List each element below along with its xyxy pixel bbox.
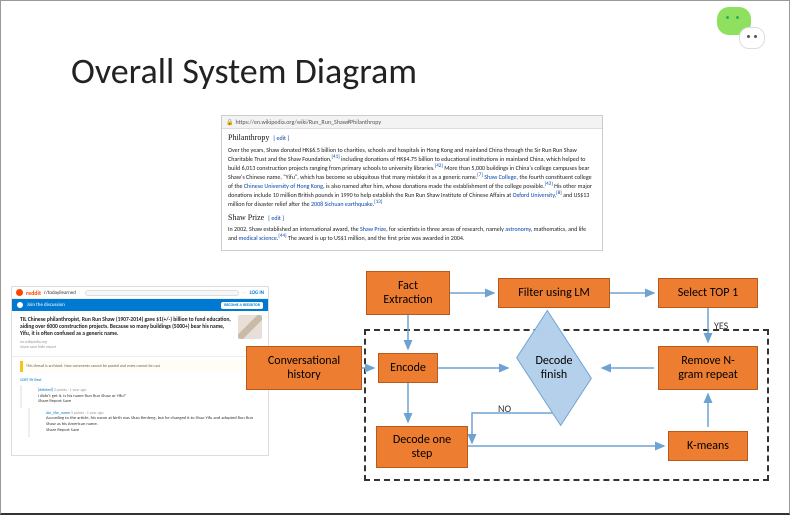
reddit-post-meta: share save hide report	[20, 345, 260, 350]
node-fact-extraction: FactExtraction	[366, 271, 450, 315]
edge-label-yes: YES	[714, 319, 728, 332]
reddit-logo-icon	[16, 289, 23, 296]
reddit-become-btn: BECOME A REDDITOR	[221, 302, 263, 309]
node-decode-one-step: Decode onestep	[376, 426, 468, 468]
wiki-edit-2: [ edit ]	[268, 214, 284, 222]
node-select-top1: Select TOP 1	[658, 278, 758, 308]
reddit-post-title: TIL Chinese philanthropist, Run Run Shaw…	[20, 317, 260, 338]
reddit-comment: [deleted] 5 points · 1 year ago I didn't…	[20, 385, 268, 408]
wiki-edit-1: [ edit ]	[273, 134, 289, 142]
reddit-subreddit: r/todayilearned	[44, 290, 76, 296]
reddit-snippet: reddit r/todayilearned ⋯ LOG IN Join the…	[11, 286, 269, 456]
wiki-heading-1: Philanthropy	[228, 133, 269, 142]
wechat-icon	[717, 7, 765, 51]
reddit-logo-text: reddit	[26, 289, 41, 297]
node-decode-finish: Decodefinish	[504, 337, 604, 399]
wiki-heading-2: Shaw Prize	[228, 213, 264, 222]
wiki-para-2: In 2002, Shaw established an internation…	[228, 225, 596, 242]
reddit-post: TIL Chinese philanthropist, Run Run Shaw…	[12, 311, 268, 357]
reddit-search	[85, 290, 239, 296]
node-encode: Encode	[378, 353, 438, 383]
reddit-join-bar: Join the discussion BECOME A REDDITOR	[12, 299, 268, 311]
node-remove-ngram: Remove N-gram repeat	[658, 346, 758, 390]
wikipedia-snippet: 🔒https://en.wikipedia.org/wiki/Run_Run_S…	[221, 115, 603, 251]
reddit-thumbnail	[238, 315, 262, 339]
wiki-para-1: Over the years, Shaw donated HK$6.5 bill…	[228, 146, 596, 209]
reddit-archived: This thread is archived. New comments ca…	[20, 361, 260, 372]
reddit-sort: SORT BY Best	[12, 376, 268, 385]
wiki-url-bar: 🔒https://en.wikipedia.org/wiki/Run_Run_S…	[222, 116, 602, 129]
node-conv-history: Conversationalhistory	[246, 346, 362, 390]
wiki-url-text: https://en.wikipedia.org/wiki/Run_Run_Sh…	[235, 118, 381, 126]
reddit-comment: Ain_the_name 3 points · 1 year ago Accor…	[28, 408, 268, 437]
reddit-topbar: reddit r/todayilearned ⋯ LOG IN	[12, 287, 268, 299]
node-kmeans: K-means	[668, 431, 748, 461]
flowchart: FactExtraction Filter using LM Select TO…	[276, 271, 776, 501]
slide-title: Overall System Diagram	[71, 49, 417, 93]
reddit-join-label: Join the discussion	[27, 302, 65, 308]
node-filter-lm: Filter using LM	[498, 278, 610, 308]
lock-icon: 🔒	[226, 118, 233, 126]
edge-label-no: NO	[498, 402, 511, 415]
